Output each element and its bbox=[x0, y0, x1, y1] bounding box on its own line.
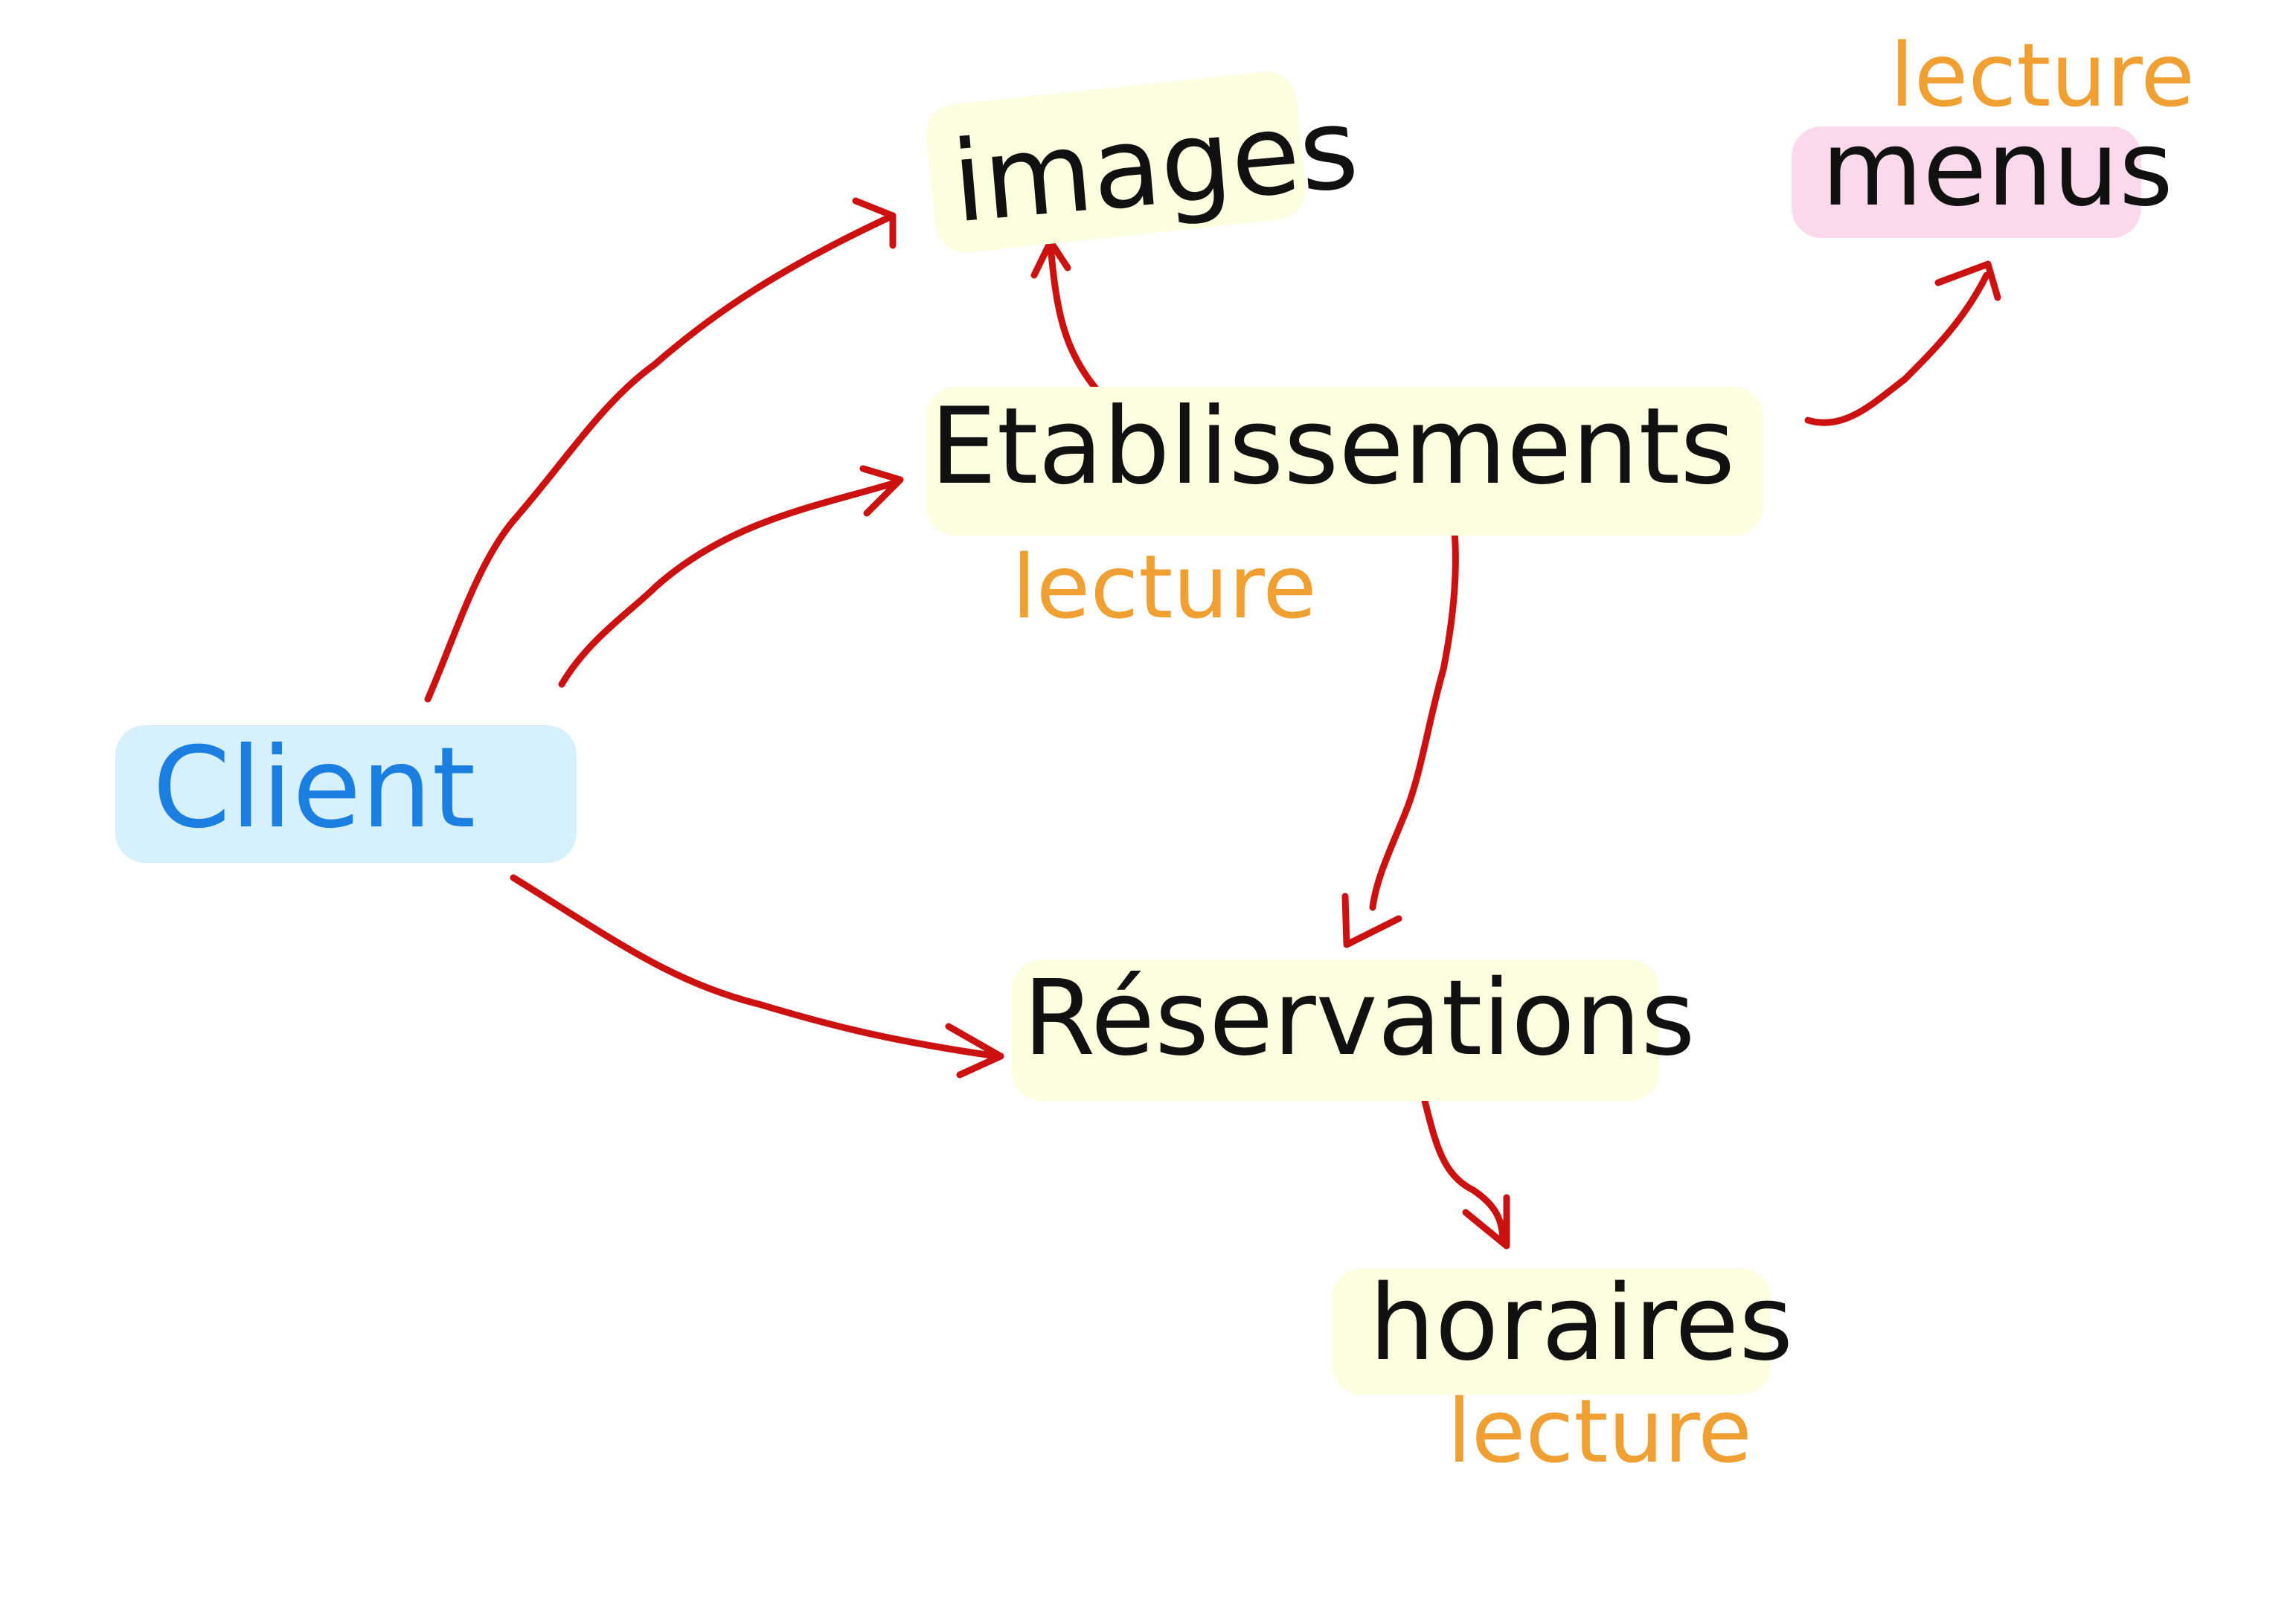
edge-etablissements-reservations-arrowhead bbox=[1341, 893, 1402, 948]
edge-etablissements-images bbox=[1047, 242, 1101, 394]
edge-reservations-horaires bbox=[1421, 1097, 1507, 1246]
edge-client-reservations-arrowhead bbox=[945, 1023, 1004, 1079]
edge-client-images-arrowhead bbox=[852, 197, 897, 249]
reservations-highlight bbox=[1012, 960, 1659, 1101]
node-client: Client bbox=[153, 724, 476, 853]
tag-lecture-etablissements: lecture bbox=[1012, 536, 1317, 638]
node-images: images bbox=[947, 83, 1363, 248]
node-horaires: horaires bbox=[1369, 1263, 1794, 1384]
node-etablissements: Etablissements bbox=[930, 385, 1736, 508]
menus-highlight bbox=[1792, 126, 2141, 238]
edge-etablissements-reservations bbox=[1369, 528, 1459, 911]
node-reservations: Réservations bbox=[1023, 958, 1696, 1079]
etablissements-highlight bbox=[926, 387, 1763, 536]
tag-lecture-horaires: lecture bbox=[1447, 1380, 1752, 1482]
edge-client-images bbox=[424, 212, 897, 703]
node-menus: menus bbox=[1821, 109, 2173, 230]
client-highlight bbox=[115, 725, 577, 863]
edge-etablissements-menus-arrowhead bbox=[1934, 260, 2001, 301]
edge-client-etablissements bbox=[558, 480, 897, 688]
edges bbox=[424, 197, 2001, 1250]
edge-reservations-horaires-arrowhead bbox=[1462, 1194, 1510, 1250]
tag-lecture-menus: lecture bbox=[1890, 24, 2195, 126]
edge-etablissements-menus bbox=[1804, 271, 1990, 426]
edge-client-etablissements-arrowhead bbox=[859, 465, 904, 517]
horaires-highlight bbox=[1332, 1268, 1771, 1395]
edge-client-reservations bbox=[510, 874, 1001, 1060]
